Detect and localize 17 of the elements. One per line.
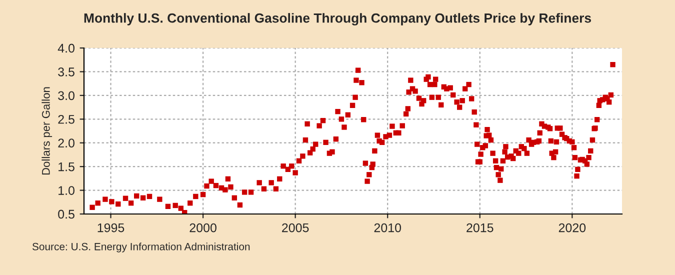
x-tick-label: 2000 — [190, 223, 216, 232]
x-tick-label: 1995 — [98, 223, 124, 232]
y-tick-label: 1.5 — [58, 162, 74, 172]
y-tick-label: 3.5 — [58, 68, 74, 76]
x-tick-label: 2010 — [374, 223, 402, 232]
x-tick-label: 2015 — [466, 223, 494, 232]
y-axis-title: Dollars per Gallon — [42, 87, 52, 175]
y-tick-label: 4.0 — [58, 44, 74, 53]
y-tick-label: 2.5 — [58, 114, 74, 124]
y-tick-label: 3.0 — [58, 91, 74, 100]
y-tick-label: 0.5 — [58, 210, 74, 219]
y-tick-label: 2.0 — [58, 138, 74, 148]
x-tick-label: 2005 — [282, 223, 309, 232]
chart-title: Monthly U.S. Conventional Gasoline Through Company Outlets Price by Refiners — [84, 13, 591, 26]
source-note: Source: U.S. Energy Information Administration — [32, 242, 250, 252]
x-tick-label: 2020 — [558, 223, 586, 232]
y-tick-label: 1.0 — [58, 186, 74, 195]
